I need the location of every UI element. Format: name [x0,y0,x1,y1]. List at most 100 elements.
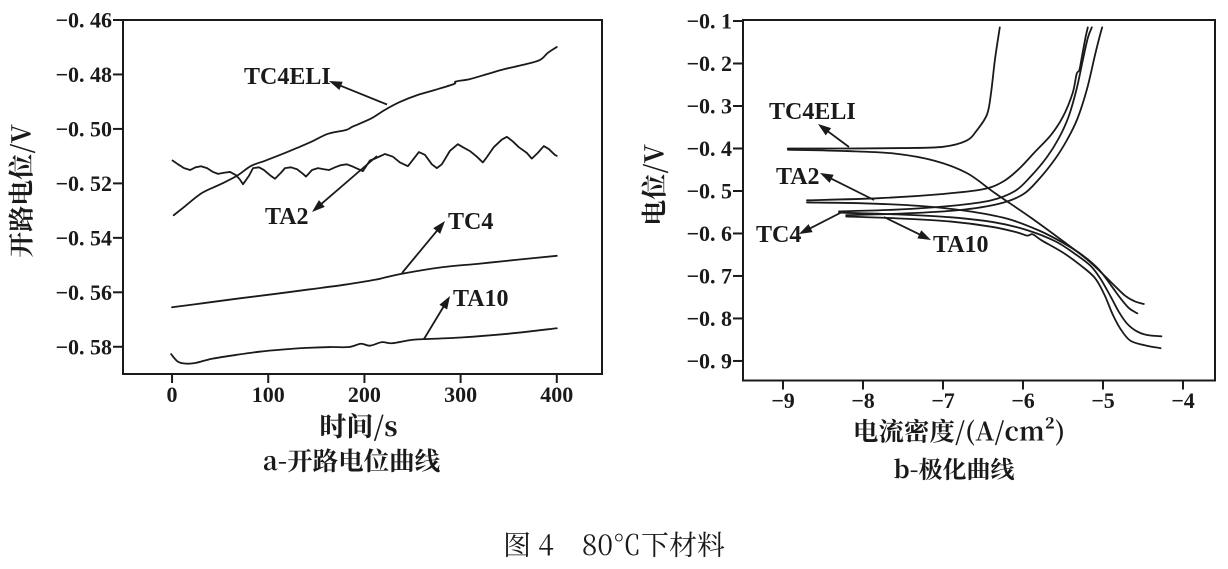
y-tick-label: −0. 54 [55,225,112,250]
glyph [583,534,596,556]
curve-ta10-anodic [845,26,1104,217]
leader-arrowhead [799,224,813,234]
curve-tc4-cathodic [838,211,1163,338]
glyph [598,534,612,556]
glyph [967,419,975,446]
y-tick-label: −0. 5 [686,178,732,203]
series [786,26,1163,350]
glyph [955,420,965,446]
leader-arrowhead [439,296,450,310]
glyph [942,457,966,481]
y-axis-title [641,144,669,223]
y-axis-title [8,124,36,257]
leader-line [401,228,440,274]
annotation-ta2: TA2 [776,164,875,201]
axes: −9 −8 −7 −6 −5 −4 −0. 1 −0. 2 −0. 3 −0. 4 −0. 5 −0.… [686,9,1194,413]
glyph [968,457,990,481]
curve-ta2-cathodic [806,201,1139,315]
glyph [642,532,668,558]
glyph [879,418,904,443]
glyph [415,448,440,473]
x-tick-label: −8 [851,388,875,413]
leader-line [807,210,845,231]
y-tick-label: −0. 52 [55,171,112,196]
glyph [1055,419,1063,446]
axes: 0 100 200 300 400 −0. 46 −0. 48 −0. 50 −0. 52 −0.… [55,8,573,408]
y-tick-label: −0. 3 [686,94,732,119]
y-tick-label: −0. 2 [686,51,732,76]
curve-label-text: TC4ELI [244,64,331,90]
series [170,46,558,365]
glyph [904,418,929,443]
curve-label-text: TA2 [265,204,309,230]
leader-line [825,129,850,148]
y-tick-label: −0. 50 [55,116,112,141]
glyph [348,412,372,439]
y-tick-label: −0. 46 [55,8,112,33]
glyph [340,448,364,472]
chart-polarization-curves: −9 −8 −7 −6 −5 −4 −0. 1 −0. 2 −0. 3 −0. 4 −0. 5 −0.… [641,9,1216,481]
x-tick-label: 400 [540,382,573,407]
x-tick-label: −4 [1171,388,1195,413]
y-tick-label: −0. 1 [686,9,732,34]
x-tick-label: 300 [444,382,477,407]
glyph [641,174,666,200]
curve-label-text: TA2 [776,164,820,190]
x-axis-title [321,412,397,441]
subplot-caption [894,457,1015,481]
annotation-tc4eli: TC4ELI [769,99,856,148]
x-tick-label: −9 [771,388,795,413]
annotation-ta10: TA10 [423,286,509,340]
glyph [994,420,1004,446]
glyph [363,448,389,473]
leader-arrowhead [329,81,343,91]
y-tick-label: −0. 48 [55,62,112,87]
glyph [506,531,530,558]
glyph [1005,426,1018,441]
y-tick-label: −0. 9 [686,348,732,373]
glyph [642,163,669,174]
glyph [391,448,414,473]
x-tick-label: 0 [167,382,178,407]
glyph [894,458,909,479]
leader-line [423,304,446,340]
curve-tc4eli [172,46,558,217]
leader-arrowhead [312,200,325,212]
leader-arrowhead [818,124,832,136]
annotation-tc4eli: TC4ELI [244,64,388,106]
glyph [373,414,384,441]
annotation-tc4: TC4 [756,210,845,248]
glyph [8,154,33,180]
y-tick-label: −0. 7 [686,263,732,288]
annotation-ta2: TA2 [265,155,378,230]
leader-line [319,155,378,206]
plot-frame [122,19,603,375]
glyph [385,421,397,437]
glyph [930,418,955,443]
curve-ta10 [170,327,558,365]
glyph [8,232,33,257]
glyph [644,144,664,164]
glyph [539,534,554,556]
leader-line [828,176,875,201]
chart-open-circuit-potential: 0 100 200 300 400 −0. 46 −0. 48 −0. 50 −0. 52 −0.… [8,8,603,473]
glyph [697,531,725,558]
curve-label-text: TC4 [448,209,493,235]
leader-line [883,216,923,237]
glyph [910,470,918,473]
leader-arrowhead [917,230,931,240]
leader-arrowhead [433,221,445,234]
x-tick-label: −7 [931,388,955,413]
curve-label-text: TC4ELI [769,99,856,125]
curve-label-text: TA10 [453,286,509,312]
curve-ta10-cathodic [845,215,1162,350]
glyph [1019,426,1044,441]
curve-label-text: TC4 [756,222,801,248]
glyph [669,531,696,558]
y-tick-label: −0. 56 [55,280,112,305]
x-axis-title [855,417,1063,446]
glyph [1045,417,1054,429]
glyph [287,448,313,473]
y-tick-label: −0. 8 [686,306,732,331]
